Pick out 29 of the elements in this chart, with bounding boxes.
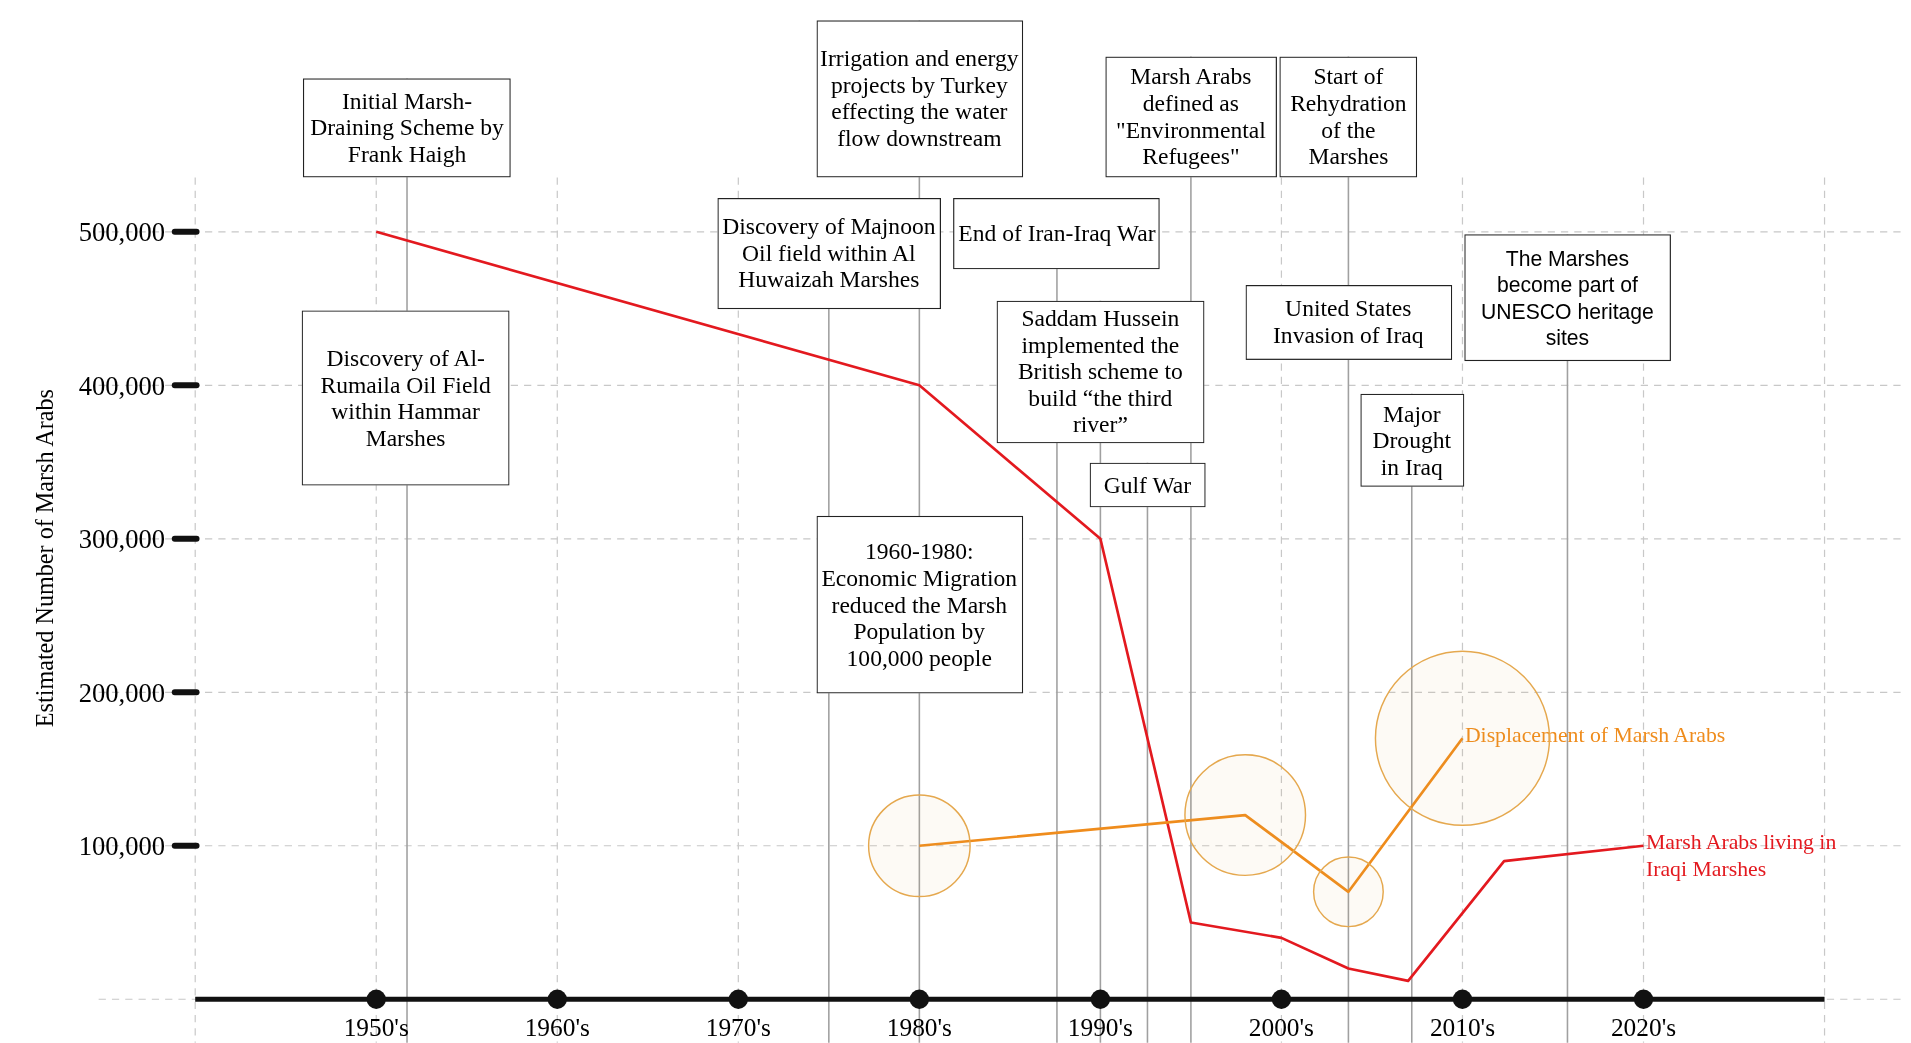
y-tick-label: 500,000 [78, 217, 166, 248]
x-tick-label: 1970's [705, 1012, 771, 1041]
series-label: Marsh Arabs living in Iraqi Marshes [1645, 829, 1838, 883]
ref-line-label: Irrigation and energy projects by Turkey effecting the water flow downstream [816, 20, 1023, 178]
x-tick-label: 1990's [1067, 1012, 1133, 1041]
x-tick-label: 1980's [886, 1012, 952, 1041]
ref-line-label: The Marshes become part of UNESCO heritage sites [1464, 234, 1671, 362]
line-series [918, 736, 1464, 894]
y-tick-label: 200,000 [78, 677, 166, 708]
ref-line-label: Discovery of Majnoon Oil field within Al Huwaizah Marshes [717, 197, 941, 310]
note-box: Discovery of Al-Rumaila Oil Field within Hammar Marshes [301, 310, 510, 486]
ref-line-label: Initial Marsh-Draining Scheme by Frank Haigh [303, 78, 511, 178]
ref-line-label: Major Drought in Iraq [1359, 393, 1464, 487]
note-box: 1960-1980: Economic Migration reduced the Marsh Population by 100,000 people [815, 515, 1023, 694]
ref-line-label: End of Iran-Iraq War [953, 197, 1161, 270]
ref-line-label: Marsh Arabs defined as "Environmental Refugees" [1105, 56, 1277, 178]
x-tick-label: 2000's [1248, 1012, 1315, 1041]
y-tick-label: 100,000 [78, 831, 166, 862]
ref-line-label: Start of Rehydration of the Marshes [1279, 56, 1418, 178]
y-axis-title: Estimated Number of Marsh Arabs [30, 389, 58, 728]
x-tick-label: 2020's [1610, 1012, 1677, 1041]
ref-line-label: Saddam Hussein implemented the British scheme to build “the third river” [996, 300, 1205, 444]
x-tick-label: 1960's [524, 1012, 590, 1041]
y-tick-label: 300,000 [78, 524, 166, 555]
note-box: United States Invasion of Iraq [1244, 285, 1452, 360]
x-tick-label: 1950's [343, 1012, 409, 1041]
x-tick-label: 2010's [1429, 1012, 1496, 1041]
ref-line-label: Gulf War [1089, 462, 1206, 508]
y-tick-label: 400,000 [78, 370, 166, 401]
